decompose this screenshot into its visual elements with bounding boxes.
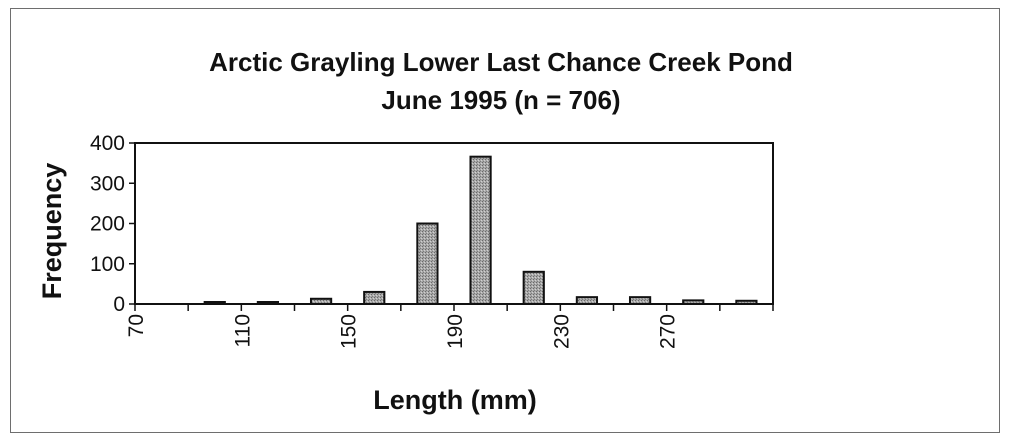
y-axis-title: Frequency: [37, 163, 67, 300]
plot-border: [134, 142, 774, 305]
chart-frame: Arctic Grayling Lower Last Chance Creek …: [10, 8, 1000, 433]
histogram-bar: [682, 299, 705, 306]
histogram-bar: [522, 270, 545, 305]
histogram-chart: Arctic Grayling Lower Last Chance Creek …: [37, 47, 793, 415]
histogram-bar: [416, 222, 439, 305]
y-tick-label: 0: [113, 293, 125, 316]
chart-subtitle: June 1995 (n = 706): [381, 85, 620, 115]
x-tick-label: 110: [231, 314, 254, 347]
histogram-bar: [203, 301, 226, 305]
histogram-bar: [575, 296, 599, 306]
x-tick-label: 150: [338, 314, 361, 349]
chart-title: Arctic Grayling Lower Last Chance Creek …: [209, 47, 793, 77]
histogram-bar: [469, 155, 492, 305]
x-tick-label: 70: [125, 314, 148, 337]
histogram-bar: [309, 297, 333, 305]
histogram-bar: [735, 299, 758, 305]
x-tick-label: 190: [444, 314, 467, 349]
y-tick-label: 300: [90, 172, 125, 195]
histogram-bar: [256, 301, 280, 305]
x-tick-label: 230: [550, 314, 573, 349]
y-tick-label: 400: [90, 132, 125, 155]
y-tick-label: 100: [90, 253, 125, 276]
x-tick-label: 270: [657, 314, 680, 349]
y-tick-label: 200: [90, 213, 125, 236]
histogram-bar: [628, 296, 652, 306]
plot-area: 0 100 200 300 400 70 110 150 190 230 270: [90, 132, 774, 349]
x-axis-title: Length (mm): [373, 385, 536, 415]
histogram-bar: [363, 290, 386, 305]
